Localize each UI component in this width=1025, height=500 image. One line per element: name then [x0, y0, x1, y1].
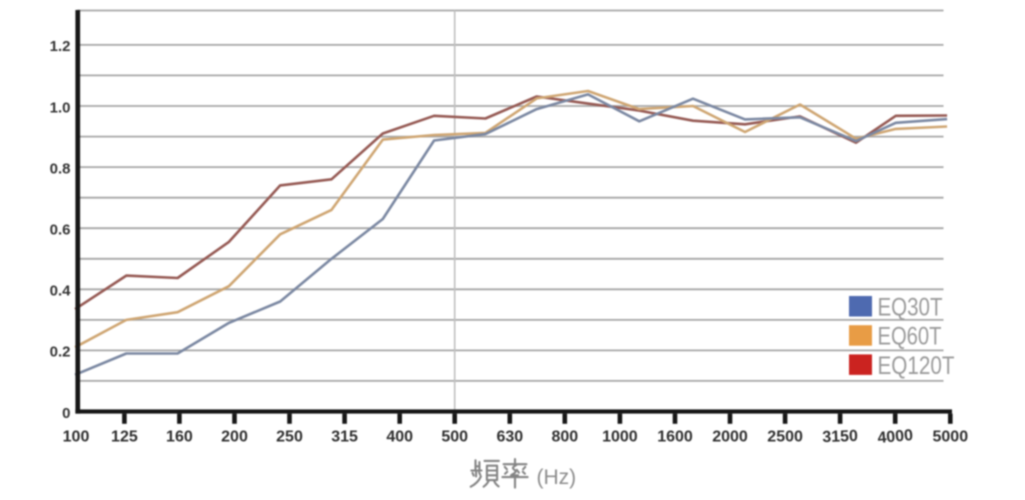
svg-text:1.0: 1.0 [50, 99, 71, 116]
svg-text:0.2: 0.2 [50, 344, 71, 361]
svg-text:0.8: 0.8 [50, 160, 71, 177]
svg-text:0: 0 [62, 405, 70, 422]
svg-text:1000: 1000 [602, 429, 638, 446]
svg-text:200: 200 [221, 429, 248, 446]
svg-text:4000: 4000 [877, 427, 914, 447]
svg-text:2000: 2000 [712, 429, 748, 446]
svg-text:1.2: 1.2 [50, 38, 71, 55]
svg-text:0.6: 0.6 [50, 222, 71, 239]
svg-text:250: 250 [276, 429, 303, 446]
svg-text:EQ60T: EQ60T [878, 323, 942, 351]
svg-text:EQ30T: EQ30T [878, 294, 943, 322]
svg-text:3150: 3150 [822, 428, 858, 446]
svg-text:5000: 5000 [933, 429, 969, 446]
svg-text:125: 125 [111, 429, 138, 446]
svg-text:315: 315 [331, 429, 358, 446]
svg-text:400: 400 [386, 429, 413, 446]
svg-text:2500: 2500 [767, 429, 803, 446]
svg-text:100: 100 [63, 429, 90, 446]
svg-text:630: 630 [496, 429, 523, 446]
svg-text:1600: 1600 [657, 429, 693, 446]
svg-text:160: 160 [166, 429, 193, 446]
svg-text:0.4: 0.4 [50, 283, 72, 300]
svg-text:(Hz): (Hz) [537, 466, 577, 489]
svg-text:EQ120T: EQ120T [878, 352, 955, 380]
svg-text:500: 500 [441, 429, 468, 446]
svg-text:800: 800 [551, 429, 578, 446]
